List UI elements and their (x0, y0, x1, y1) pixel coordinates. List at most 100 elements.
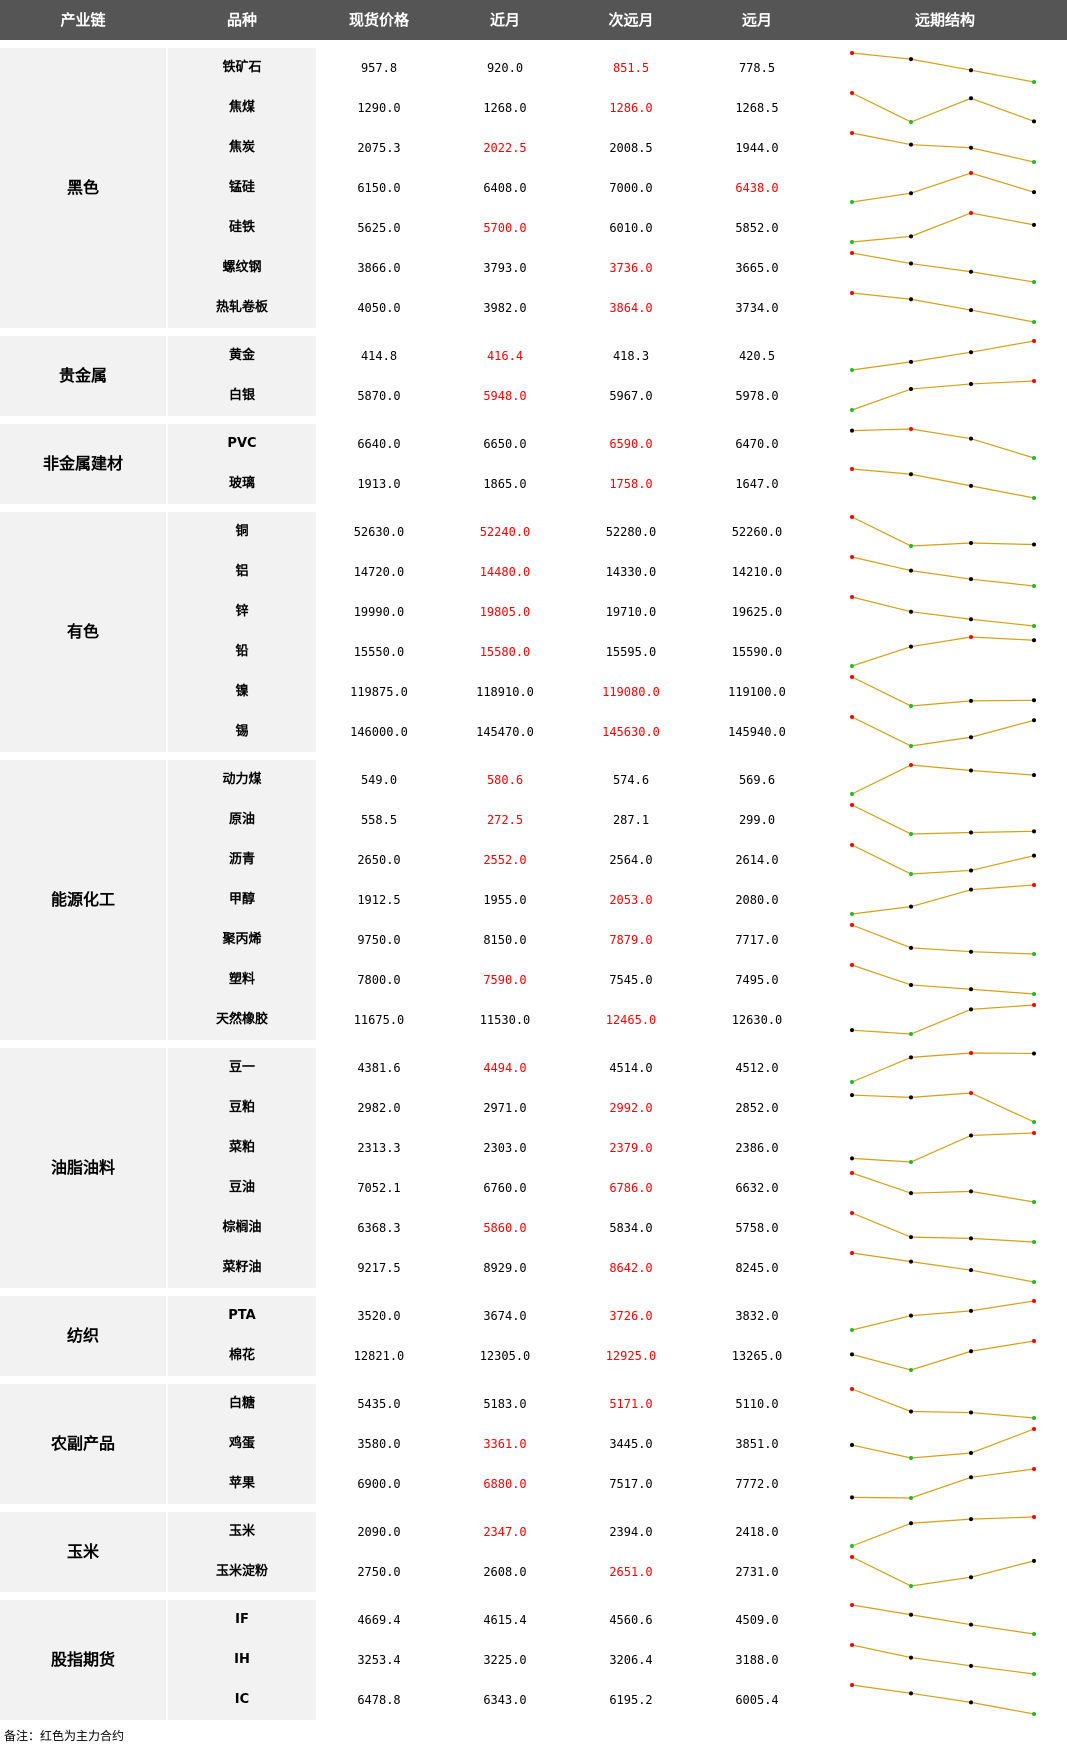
category-label: 玉米 (66, 1542, 99, 1561)
curve-point (1032, 829, 1036, 834)
name-cell: PTA (228, 1308, 256, 1323)
near-cell: 5700.0 (483, 221, 527, 235)
name-cell: 豆粕 (228, 1100, 255, 1115)
curve-line (851, 884, 1035, 915)
table-row: 锌 19990.0 19805.0 19710.0 19625.0 (0, 592, 1067, 632)
spot-cell: 4669.4 (357, 1613, 401, 1627)
curve-point (850, 1251, 854, 1255)
table-row: 铅 15550.0 15580.0 15595.0 15590.0 (0, 632, 1067, 672)
table-row: 白银 5870.0 5948.0 5967.0 5978.0 (0, 376, 1067, 416)
category-cell: 农副产品 (0, 1384, 166, 1504)
mid-cell: 2992.0 (609, 1101, 653, 1115)
curve-point (909, 1496, 913, 1500)
name-cell: 玻璃 (228, 476, 255, 491)
curve-point (1032, 1339, 1036, 1343)
curve-point (850, 131, 854, 135)
name-cell: 铅 (235, 644, 249, 659)
curve-point (1032, 456, 1036, 460)
curve-point (850, 51, 854, 55)
spot-cell: 1913.0 (357, 477, 401, 491)
curve-point (1032, 992, 1036, 996)
curve-point (969, 1236, 973, 1241)
curve-point (969, 211, 973, 215)
name-cell: 苹果 (228, 1476, 255, 1491)
curve-point (850, 1080, 854, 1084)
mid-cell: 15595.0 (605, 645, 657, 659)
mid-cell: 574.6 (612, 773, 650, 787)
curve-point (850, 1643, 854, 1647)
curve-point (850, 1171, 854, 1175)
spot-cell: 957.8 (360, 61, 398, 75)
far-cell: 3188.0 (735, 1653, 779, 1667)
far-cell: 145940.0 (728, 725, 786, 739)
near-cell: 272.5 (486, 813, 524, 827)
mid-cell: 5834.0 (609, 1221, 653, 1235)
curve-point (1032, 1427, 1036, 1431)
curve-point (969, 577, 973, 582)
curve-point (969, 1517, 973, 1522)
curve-line (851, 92, 1035, 123)
mid-cell: 3206.4 (609, 1653, 653, 1667)
spot-cell: 3580.0 (357, 1437, 401, 1451)
curve-point (969, 68, 973, 73)
far-cell: 6438.0 (735, 181, 779, 195)
header-curve: 远期结构 (914, 11, 975, 29)
far-cell: 2386.0 (735, 1141, 779, 1155)
table-row: PVC 6640.0 6650.0 6590.0 6470.0 (0, 424, 1067, 464)
curve-point (1032, 496, 1036, 500)
header-spot: 现货价格 (348, 11, 409, 29)
table-row: 螺纹钢 3866.0 3793.0 3736.0 3665.0 (0, 248, 1067, 288)
forward-curve-sparkline (850, 1683, 1036, 1716)
curve-line (851, 516, 1035, 547)
near-cell: 5183.0 (483, 1397, 527, 1411)
near-cell: 6650.0 (483, 437, 527, 451)
far-cell: 3665.0 (735, 261, 779, 275)
name-cell: 沥青 (228, 852, 255, 867)
far-cell: 119100.0 (728, 685, 786, 699)
curve-point (969, 868, 973, 873)
near-cell: 3982.0 (483, 301, 527, 315)
table-row: 玻璃 1913.0 1865.0 1758.0 1647.0 (0, 464, 1067, 504)
table-row: 甲醇 1912.5 1955.0 2053.0 2080.0 (0, 880, 1067, 920)
far-cell: 5852.0 (735, 221, 779, 235)
spot-cell: 6640.0 (357, 437, 401, 451)
curve-point (969, 350, 973, 355)
near-cell: 3361.0 (483, 1437, 527, 1451)
curve-point (850, 1387, 854, 1391)
curve-line (851, 1468, 1035, 1499)
near-cell: 1865.0 (483, 477, 527, 491)
forward-curve-sparkline (850, 1091, 1036, 1124)
curve-point (850, 963, 854, 967)
spot-cell: 11675.0 (353, 1013, 405, 1027)
header-mid: 次远月 (608, 11, 654, 29)
spot-cell: 119875.0 (350, 685, 408, 699)
table-row: 天然橡胶 11675.0 11530.0 12465.0 12630.0 (0, 1000, 1067, 1040)
curve-point (909, 544, 913, 548)
mid-cell: 3864.0 (609, 301, 653, 315)
table-row: 原油 558.5 272.5 287.1 299.0 (0, 800, 1067, 840)
curve-point (850, 664, 854, 668)
curve-point (1032, 1632, 1036, 1636)
spot-cell: 4050.0 (357, 301, 401, 315)
table-row: 铜 52630.0 52240.0 52280.0 52260.0 (0, 512, 1067, 552)
name-cell: 锡 (235, 724, 249, 739)
near-cell: 920.0 (486, 61, 524, 75)
name-cell: 动力煤 (222, 772, 262, 787)
curve-point (1032, 1200, 1036, 1204)
name-cell: 天然橡胶 (215, 1012, 268, 1027)
curve-line (851, 1340, 1035, 1371)
curve-point (1032, 80, 1036, 84)
table-row: 焦煤 1290.0 1268.0 1286.0 1268.5 (0, 88, 1067, 128)
name-cell: 豆油 (228, 1180, 255, 1195)
far-cell: 5758.0 (735, 1221, 779, 1235)
curve-point (850, 843, 854, 847)
name-cell: 硅铁 (228, 220, 255, 235)
curve-line (851, 468, 1035, 499)
curve-point (909, 904, 913, 909)
curve-point (909, 763, 913, 767)
curve-point (909, 387, 913, 392)
far-cell: 52260.0 (731, 525, 783, 539)
spot-cell: 1290.0 (357, 101, 401, 115)
category-cell: 股指期货 (0, 1600, 166, 1720)
far-cell: 420.5 (738, 349, 776, 363)
